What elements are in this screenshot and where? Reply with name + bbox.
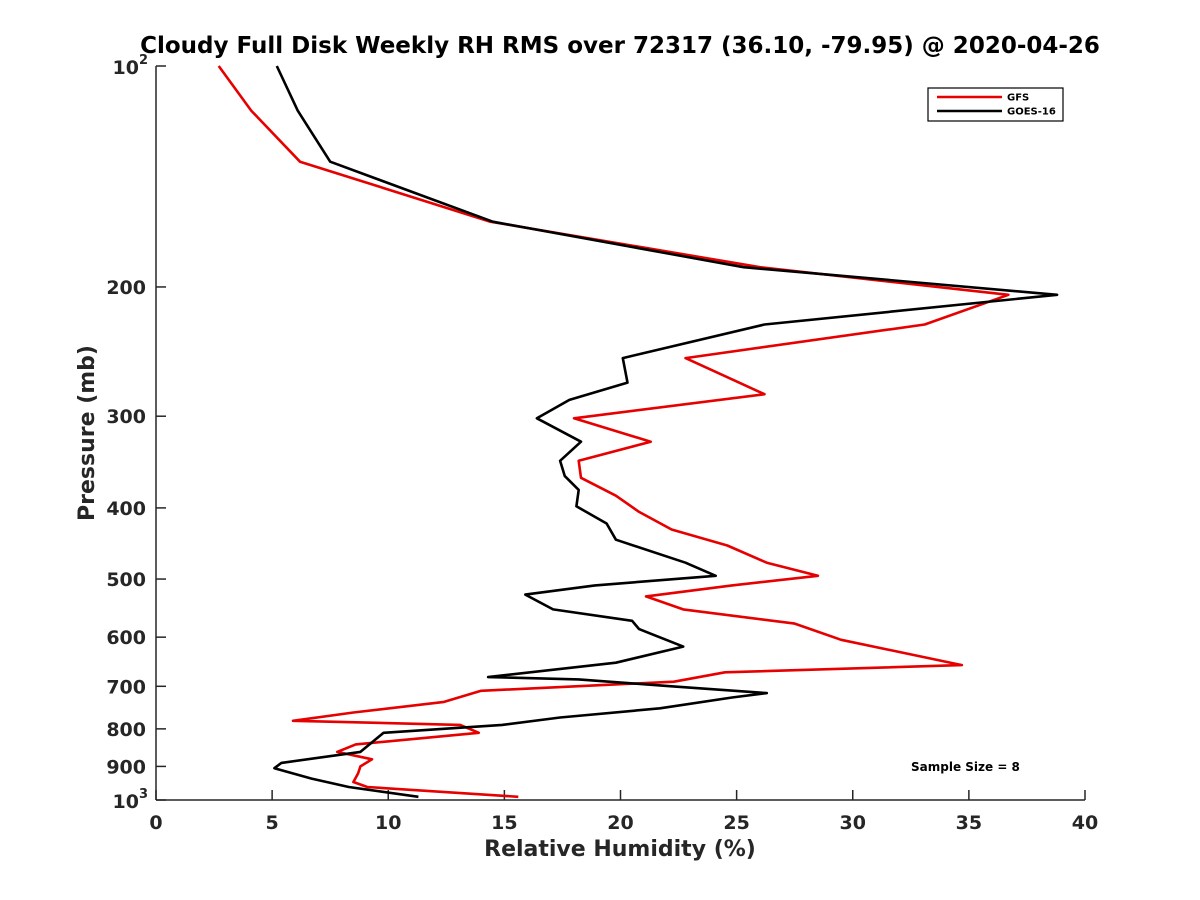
sample-size-annotation: Sample Size = 8	[911, 760, 1020, 774]
x-tick-label: 5	[266, 812, 279, 834]
y-tick-label: 700	[106, 676, 146, 698]
legend: GFS GOES-16	[927, 87, 1064, 122]
y-tick-label: 600	[106, 627, 146, 649]
y-tick-label: 102	[113, 53, 149, 79]
y-axis-ticks: 102 200 300 400 500 600 700 800 900 103	[106, 53, 166, 813]
x-axis-label: Relative Humidity (%)	[484, 837, 756, 862]
x-axis-ticks: 0 5 10 15 20 25 30 35 40	[149, 790, 1098, 834]
legend-label-gfs: GFS	[1007, 93, 1029, 104]
y-tick-label: 200	[106, 277, 146, 299]
x-tick-label: 25	[723, 812, 749, 834]
y-tick-label: 103	[113, 787, 149, 813]
y-tick-label: 400	[106, 498, 146, 520]
x-tick-label: 10	[375, 812, 401, 834]
y-tick-label: 300	[106, 406, 146, 428]
legend-label-goes16: GOES-16	[1007, 107, 1056, 118]
chart-title: Cloudy Full Disk Weekly RH RMS over 7231…	[140, 33, 1100, 59]
legend-box	[927, 87, 1064, 122]
series-lines	[217, 65, 1059, 799]
y-axis-label: Pressure (mb)	[75, 345, 100, 521]
y-tick-label: 500	[106, 569, 146, 591]
series-line-gfs	[217, 65, 1010, 799]
x-tick-label: 0	[149, 812, 162, 834]
x-tick-label: 20	[607, 812, 633, 834]
x-tick-label: 15	[491, 812, 517, 834]
series-line-goes-16	[273, 65, 1059, 799]
y-tick-label: 800	[106, 719, 146, 741]
x-tick-label: 40	[1072, 812, 1098, 834]
x-tick-label: 30	[840, 812, 866, 834]
x-tick-label: 35	[956, 812, 982, 834]
y-tick-label: 900	[106, 756, 146, 778]
